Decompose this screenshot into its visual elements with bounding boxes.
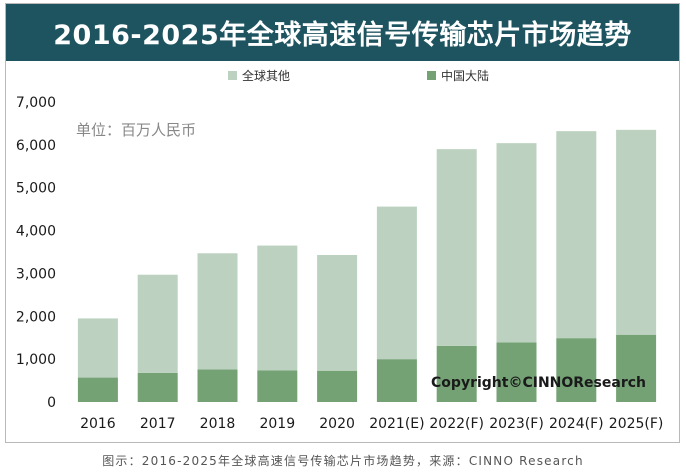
y-axis: 0 1,000 2,000 3,000 4,000 5,000 6,000 7,000 bbox=[16, 95, 56, 411]
bar-segment-rest-of-world bbox=[496, 143, 537, 343]
bar-segment-rest-of-world bbox=[376, 206, 417, 360]
x-tick-label: 2024(F) bbox=[549, 416, 604, 432]
x-axis: 2016 2017 2018 2019 2020 2021(E) 2022(F) 2023(F… bbox=[80, 416, 663, 432]
x-tick-label: 2019 bbox=[259, 416, 295, 432]
stacked-bar-chart: 全球其他 中国大陆 单位：百万人民币 0 1,000 2,000 3,000 4,000 5… bbox=[16, 68, 663, 432]
legend-label: 全球其他 bbox=[242, 68, 290, 83]
bar-segment-rest-of-world bbox=[616, 129, 657, 335]
x-tick-label: 2021(E) bbox=[369, 416, 424, 432]
unit-label: 单位：百万人民币 bbox=[76, 121, 196, 139]
bar-segment-rest-of-world bbox=[77, 318, 118, 378]
x-tick-label: 2025(F) bbox=[609, 416, 664, 432]
bar-segment-china bbox=[616, 334, 657, 402]
y-tick-label: 5,000 bbox=[16, 181, 56, 197]
x-tick-label: 2022(F) bbox=[429, 416, 484, 432]
bar-segment-china bbox=[197, 369, 238, 402]
bar-segment-rest-of-world bbox=[137, 274, 178, 373]
chart-frame: 2016-2025年全球高速信号传输芯片市场趋势 全球其他 中国大陆 单位：百万人… bbox=[5, 3, 680, 443]
y-tick-label: 6,000 bbox=[16, 138, 56, 154]
x-tick-label: 2020 bbox=[319, 416, 355, 432]
y-tick-label: 4,000 bbox=[16, 224, 56, 240]
y-tick-label: 7,000 bbox=[16, 95, 56, 111]
bar-segment-china bbox=[496, 342, 537, 402]
chart-title: 2016-2025年全球高速信号传输芯片市场趋势 bbox=[53, 20, 632, 51]
y-tick-label: 2,000 bbox=[16, 309, 56, 325]
bar-segment-china bbox=[137, 372, 178, 402]
y-tick-label: 0 bbox=[47, 395, 56, 411]
bar-segment-china bbox=[317, 370, 358, 402]
bar-segment-china bbox=[257, 370, 298, 402]
legend-swatch bbox=[228, 71, 237, 80]
bar-segment-rest-of-world bbox=[257, 245, 298, 371]
x-tick-label: 2016 bbox=[80, 416, 116, 432]
legend-label: 中国大陆 bbox=[441, 68, 489, 83]
y-tick-label: 3,000 bbox=[16, 266, 56, 282]
bar-segment-rest-of-world bbox=[436, 149, 477, 346]
x-tick-label: 2017 bbox=[140, 416, 176, 432]
legend: 全球其他 中国大陆 bbox=[228, 68, 489, 83]
bar-segment-rest-of-world bbox=[556, 131, 597, 339]
bar-segment-rest-of-world bbox=[317, 255, 358, 371]
bar-segment-china bbox=[556, 338, 597, 402]
y-tick-label: 1,000 bbox=[16, 352, 56, 368]
copyright-watermark: Copyright©CINNOResearch bbox=[431, 375, 646, 391]
bars bbox=[77, 129, 657, 402]
x-tick-label: 2023(F) bbox=[489, 416, 544, 432]
bar-segment-china bbox=[77, 377, 118, 402]
legend-swatch bbox=[427, 71, 436, 80]
bar-segment-china bbox=[376, 359, 417, 402]
figure-caption: 图示：2016-2025年全球高速信号传输芯片市场趋势，来源：CINNO Res… bbox=[102, 454, 584, 468]
bar-segment-china bbox=[436, 345, 477, 402]
title-bar: 2016-2025年全球高速信号传输芯片市场趋势 bbox=[6, 4, 679, 61]
bar-segment-rest-of-world bbox=[197, 253, 238, 370]
x-tick-label: 2018 bbox=[200, 416, 236, 432]
